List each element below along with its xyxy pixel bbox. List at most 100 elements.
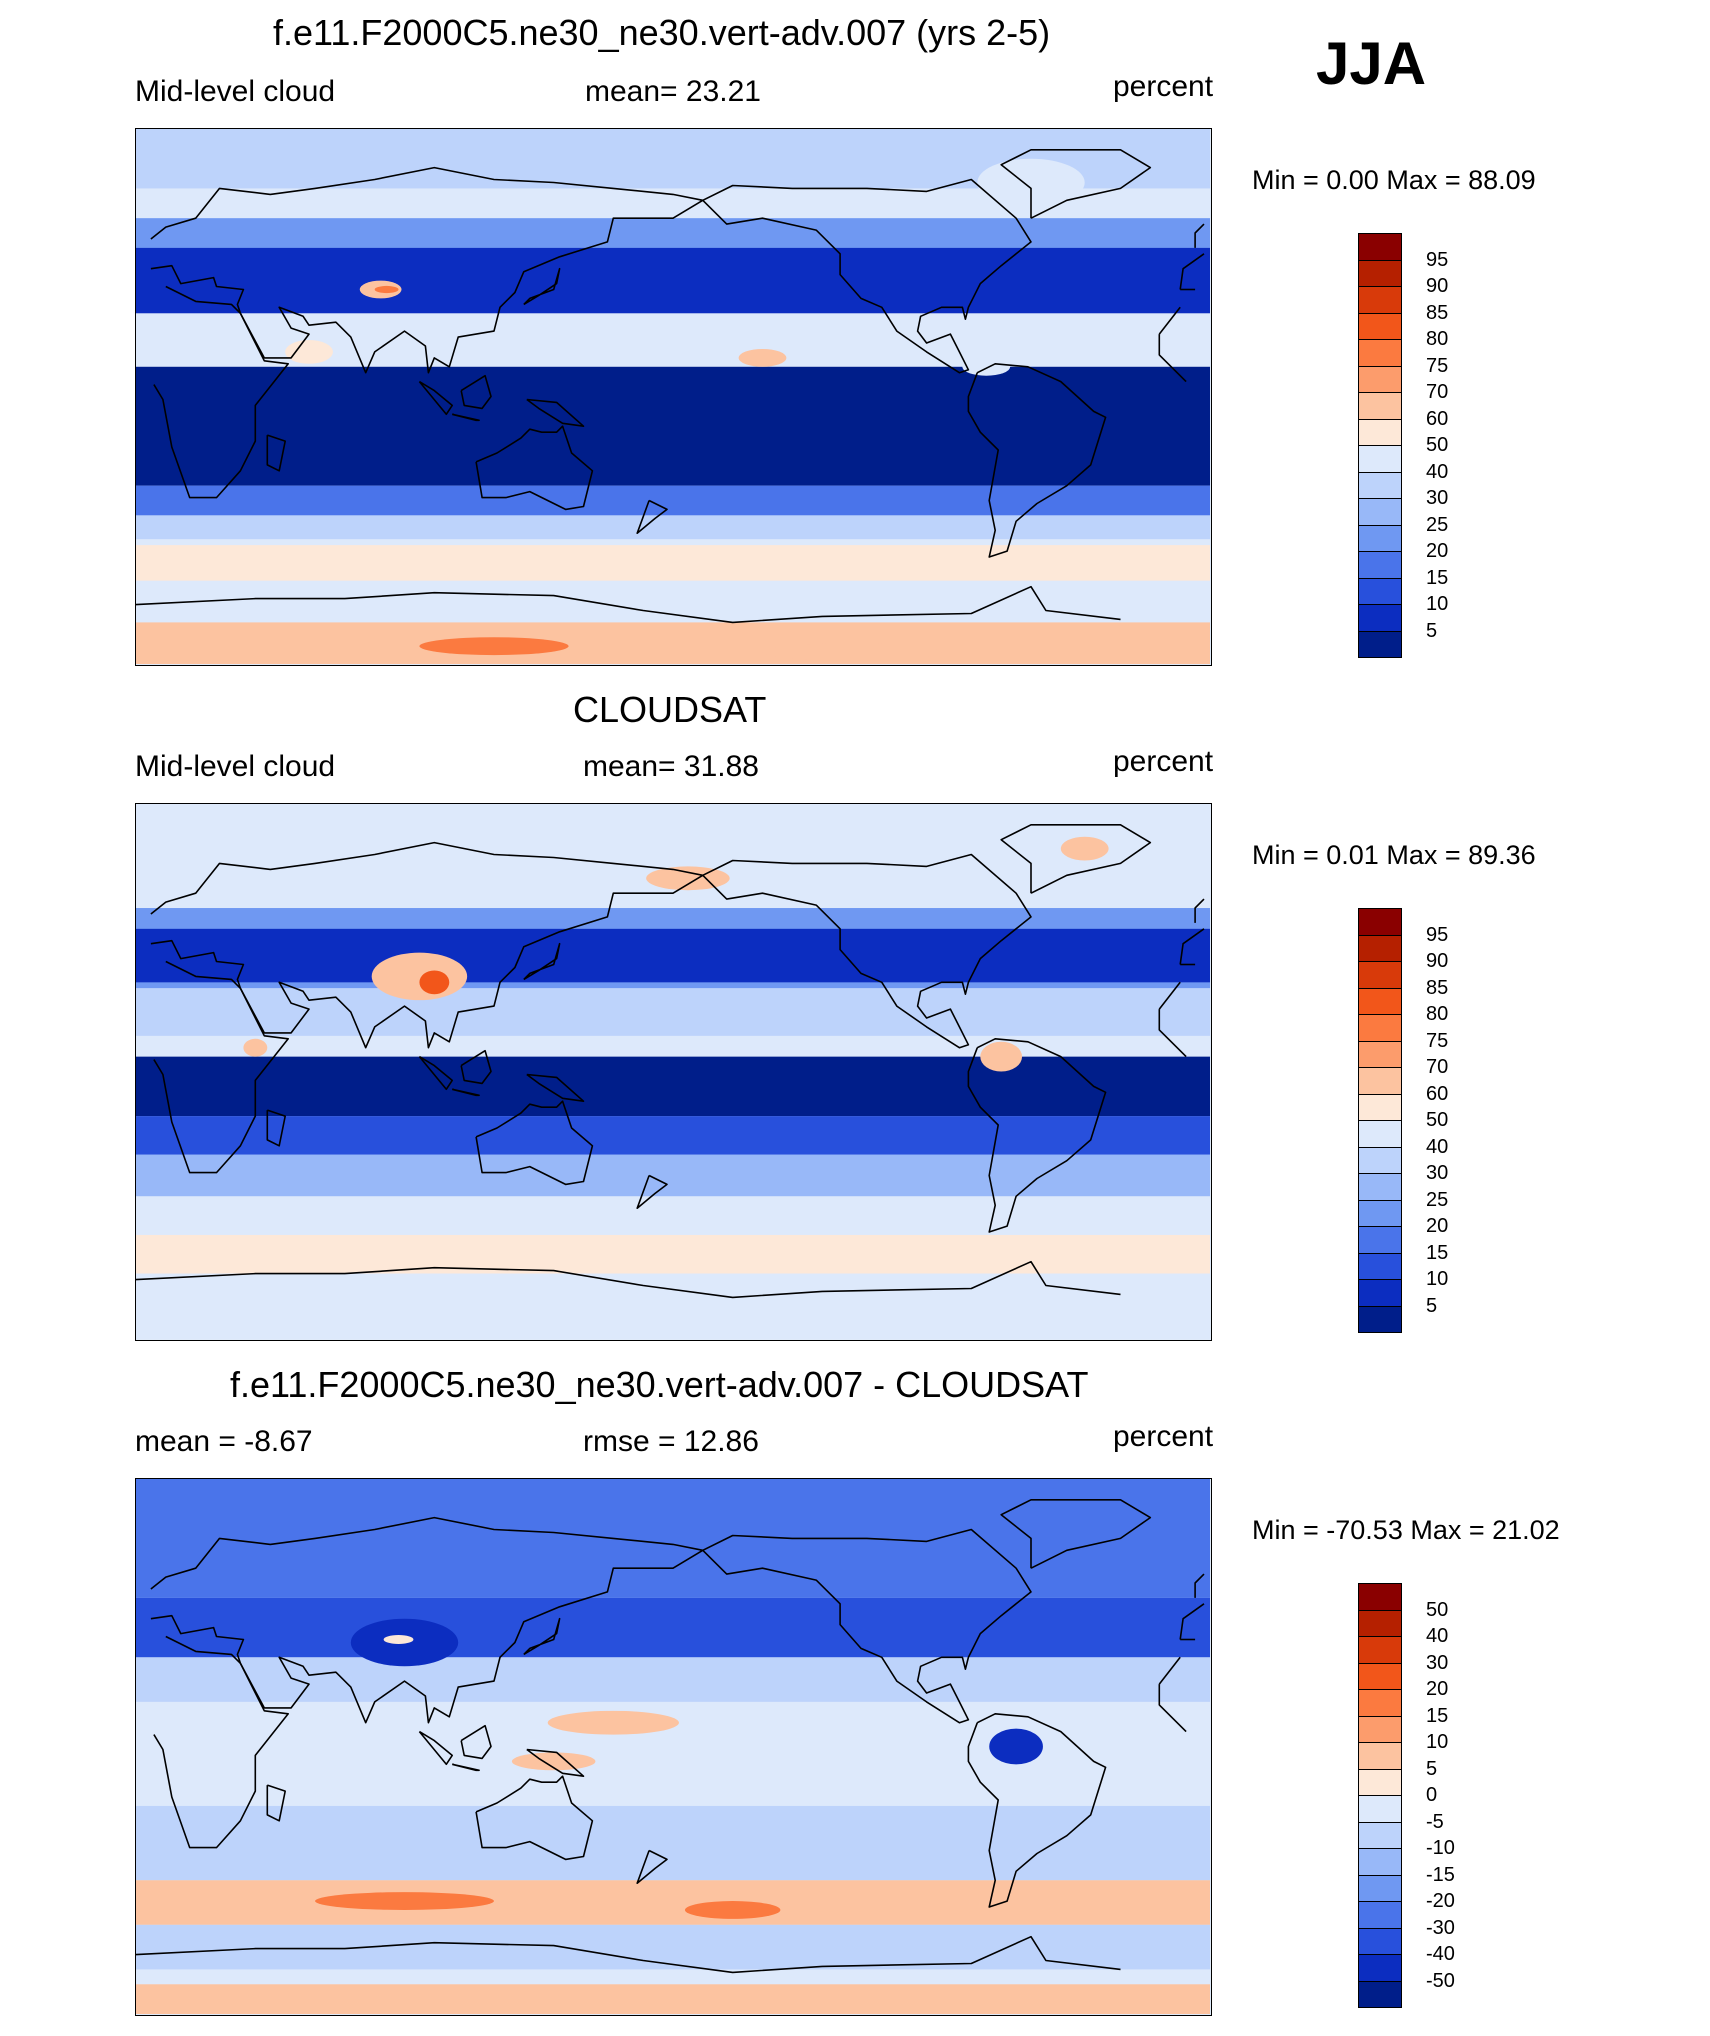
coastline <box>1158 1009 1187 1058</box>
field-anomaly <box>383 1635 414 1644</box>
colorbar-tick-label: 40 <box>1426 1625 1449 1647</box>
colorbar-swatch <box>1358 365 1402 393</box>
coastline <box>1158 334 1187 383</box>
field-band <box>136 1234 1210 1274</box>
coastline <box>266 1109 286 1147</box>
colorbar-swatch <box>1358 1954 1402 1982</box>
panel-2-left-label: Mid-level cloud <box>135 750 336 783</box>
colorbar-swatch <box>1358 1252 1402 1280</box>
panel-1-center-label: mean= 23.21 <box>585 75 761 108</box>
colorbar-tick-label: 20 <box>1426 1215 1449 1237</box>
coastline <box>475 1100 594 1186</box>
colorbar-tick-label: 20 <box>1426 1678 1449 1700</box>
field-anomaly <box>989 1728 1043 1765</box>
coastline <box>150 166 704 374</box>
panel-3-minmax: Min = -70.53 Max = 21.02 <box>1252 1515 1560 1545</box>
field-band <box>136 1116 1210 1155</box>
colorbar-tick-label: -15 <box>1426 1863 1455 1886</box>
coastline <box>526 398 585 428</box>
coastline <box>1179 253 1205 290</box>
field-anomaly <box>646 866 730 891</box>
colorbar-tick-label: 40 <box>1426 460 1449 483</box>
coastline <box>702 1528 1032 1724</box>
colorbar-swatch <box>1358 1609 1402 1637</box>
field-band <box>136 485 1210 516</box>
coastline <box>418 1055 454 1091</box>
colorbar-swatch <box>1358 1146 1402 1174</box>
field-anomaly <box>1060 836 1109 861</box>
colorbar-tick-label: 15 <box>1426 566 1449 589</box>
field-band <box>136 247 1210 323</box>
colorbar-tick-label: 10 <box>1426 1268 1449 1290</box>
field-anomaly <box>419 970 450 995</box>
colorbar-tick-label: 70 <box>1426 381 1449 403</box>
colorbar-swatch <box>1358 1093 1402 1121</box>
colorbar-swatch <box>1358 1636 1402 1664</box>
colorbar-tick-label: 95 <box>1426 248 1449 271</box>
colorbar-swatch <box>1358 1014 1402 1042</box>
field-anomaly <box>738 348 787 367</box>
field-band <box>136 1805 1210 1881</box>
colorbar-tick-label: -40 <box>1426 1943 1455 1965</box>
field-anomaly <box>762 643 942 662</box>
colorbar-swatch <box>1358 1120 1402 1148</box>
field-band <box>136 988 1210 1036</box>
colorbar-swatch <box>1358 312 1402 340</box>
coastline <box>523 267 561 306</box>
coastline <box>460 374 492 410</box>
coastline <box>636 1174 668 1210</box>
colorbar-tick-label: 90 <box>1426 275 1449 297</box>
coastline <box>1000 1498 1152 1569</box>
coastline <box>967 1713 1107 1908</box>
coastline <box>153 1635 289 1849</box>
colorbar-swatch <box>1358 1040 1402 1068</box>
coastline <box>418 380 454 416</box>
field-band <box>136 313 1210 338</box>
coastline <box>266 434 286 472</box>
colorbar-swatch <box>1358 1715 1402 1743</box>
colorbar-swatch <box>1358 630 1402 658</box>
field-anomaly <box>980 1041 1023 1072</box>
colorbar-swatch <box>1358 1768 1402 1796</box>
colorbar-swatch <box>1358 445 1402 473</box>
colorbar-tick-label: 30 <box>1426 1162 1449 1184</box>
colorbar-swatch <box>1358 1662 1402 1690</box>
field-anomaly <box>285 340 333 364</box>
colorbar-tick-label: 5 <box>1426 1757 1438 1780</box>
coastline <box>460 1724 492 1760</box>
coastline <box>523 1617 561 1656</box>
colorbar-swatch <box>1358 1927 1402 1955</box>
colorbar-tick-label: 85 <box>1426 976 1449 999</box>
colorbar-tick-label: 0 <box>1426 1784 1438 1806</box>
coastline <box>153 285 289 499</box>
coastline <box>1000 148 1152 219</box>
coastline <box>136 1260 1121 1299</box>
colorbar-swatch <box>1358 1226 1402 1254</box>
colorbar-swatch <box>1358 1821 1402 1849</box>
colorbar-tick-label: 80 <box>1426 328 1449 350</box>
field-band <box>136 1597 1210 1658</box>
panel-1-map <box>135 128 1212 666</box>
field-anomaly <box>977 158 1085 207</box>
field-anomaly <box>243 1038 268 1057</box>
field-anomaly <box>315 1892 494 1910</box>
field-band <box>136 1701 1210 1806</box>
field-band <box>136 1880 1210 1925</box>
colorbar-tick-label: 60 <box>1426 407 1449 430</box>
field-anomaly <box>371 952 468 1001</box>
colorbar-tick-label: 30 <box>1426 487 1449 509</box>
coastline <box>1179 928 1205 965</box>
colorbar-tick-label: -5 <box>1426 1810 1444 1833</box>
colorbar-swatch <box>1358 524 1402 552</box>
coastline <box>136 1935 1121 1974</box>
coastline <box>475 425 594 511</box>
coastline <box>460 1049 492 1085</box>
colorbar-swatch <box>1358 1980 1402 2008</box>
colorbar-swatch <box>1358 961 1402 989</box>
field-anomaly <box>374 285 399 294</box>
coastline <box>967 1038 1107 1233</box>
panel-3-title: f.e11.F2000C5.ne30_ne30.vert-adv.007 - C… <box>230 1364 1089 1405</box>
coastline <box>452 1763 480 1772</box>
coastline <box>636 499 668 535</box>
colorbar-swatch <box>1358 259 1402 287</box>
